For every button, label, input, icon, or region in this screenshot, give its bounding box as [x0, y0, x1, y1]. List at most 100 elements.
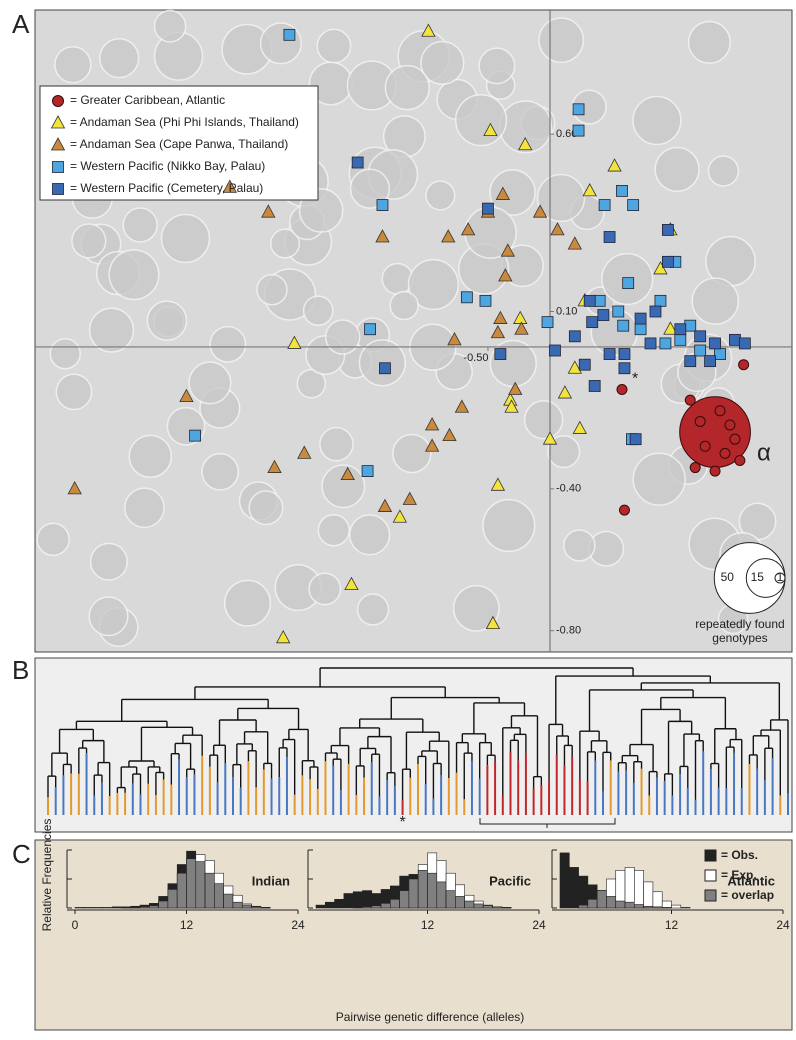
square-point: [578, 358, 591, 371]
overlap-bar: [578, 904, 589, 909]
legend-swatch: [704, 889, 717, 902]
triangle-point: [441, 229, 456, 243]
square-point: [593, 294, 606, 307]
overlap-bar: [149, 905, 159, 909]
annotation: *: [399, 814, 405, 831]
triangle-point: [402, 491, 417, 505]
square-point: [662, 224, 674, 236]
bg-cell: [420, 40, 465, 86]
triangle-point: [67, 481, 82, 495]
square-point: [729, 333, 741, 346]
square-point: [351, 156, 364, 169]
bg-cell: [54, 45, 92, 84]
obs-bar: [93, 907, 104, 909]
overlap-bar: [130, 907, 141, 909]
square-point: [52, 161, 64, 173]
obs-bar: [83, 907, 94, 909]
bg-cell: [108, 249, 160, 301]
size-legend-value: 50: [721, 570, 735, 584]
square-point: [674, 333, 687, 346]
triangle-point: [375, 229, 390, 243]
bg-cell: [296, 368, 327, 399]
bg-cell: [201, 452, 240, 491]
bg-cell: [324, 319, 361, 355]
bg-cell: [223, 579, 272, 627]
bg-cell: [316, 28, 352, 64]
square-point: [627, 199, 640, 211]
bg-cell: [49, 337, 81, 370]
overlap-bar: [139, 906, 150, 909]
triangle-point: [392, 509, 408, 523]
overlap-bar: [399, 890, 410, 909]
overlap-bar: [371, 905, 382, 909]
triangle-point: [500, 243, 515, 257]
square-point: [704, 355, 716, 368]
triangle-point: [424, 438, 440, 452]
square-point: [460, 291, 473, 304]
square-point: [376, 199, 389, 211]
triangle-point: [340, 466, 355, 481]
triangle-point: [514, 321, 529, 335]
histogram-name: Indian: [252, 873, 290, 888]
triangle-point: [460, 222, 476, 236]
panel-c-frame: [34, 839, 793, 1031]
square-point: [644, 337, 657, 350]
triangle-point: [222, 179, 238, 193]
triangle-point: [485, 615, 501, 630]
square-point: [583, 294, 596, 307]
genotype-point: [684, 394, 696, 406]
overlap-bar: [596, 890, 607, 909]
exp-bar: [680, 907, 691, 909]
bg-cell: [632, 452, 686, 506]
triangle-point: [297, 445, 312, 459]
exp-bar: [661, 900, 672, 909]
triangle-point: [50, 115, 66, 129]
square-point: [629, 433, 642, 446]
square-point: [597, 309, 610, 321]
triangle-point: [50, 137, 66, 151]
overlap-bar: [251, 906, 262, 909]
overlap-bar: [615, 900, 626, 909]
genotype-point: [719, 447, 731, 459]
overlap-bar: [661, 907, 672, 909]
overlap-bar: [501, 907, 512, 909]
legend-label: = Andaman Sea (Phi Phi Islands, Thailand…: [70, 115, 299, 129]
overlap-bar: [445, 890, 456, 909]
obs-bar: [315, 904, 326, 909]
square-point: [616, 184, 628, 197]
square-point: [674, 323, 687, 336]
square-point: [189, 429, 201, 442]
bg-cell: [523, 400, 564, 440]
overlap-bar: [427, 872, 438, 909]
triangle-point: [495, 186, 511, 200]
triangle-point: [447, 332, 462, 346]
square-point: [662, 255, 674, 268]
bg-cell: [349, 168, 391, 209]
annotation: *: [632, 371, 638, 388]
bg-cell: [256, 273, 288, 306]
bg-cell: [687, 20, 731, 64]
overlap-bar: [587, 898, 598, 909]
square-point: [379, 362, 391, 375]
overlap-bar: [634, 904, 644, 909]
overlap-bar: [455, 896, 465, 909]
legend-label: = Obs.: [721, 848, 758, 862]
bg-cell: [248, 490, 284, 526]
obs-bar: [559, 852, 570, 909]
triangle-point: [267, 459, 282, 473]
panel-label: A: [12, 9, 30, 39]
triangle-point: [582, 183, 597, 197]
triangle-point: [663, 321, 678, 335]
overlap-bar: [473, 903, 484, 909]
bg-cell: [88, 596, 129, 637]
bg-cell: [389, 290, 419, 321]
overlap-bar: [464, 900, 475, 909]
triangle-point: [377, 498, 393, 512]
x-tick-label: 12: [665, 918, 679, 932]
x-tick-label: 24: [291, 918, 305, 932]
obs-bar: [362, 890, 373, 909]
square-point: [714, 348, 726, 360]
bg-cell: [124, 487, 165, 529]
bg-cell: [146, 300, 188, 341]
square-point: [482, 202, 494, 215]
